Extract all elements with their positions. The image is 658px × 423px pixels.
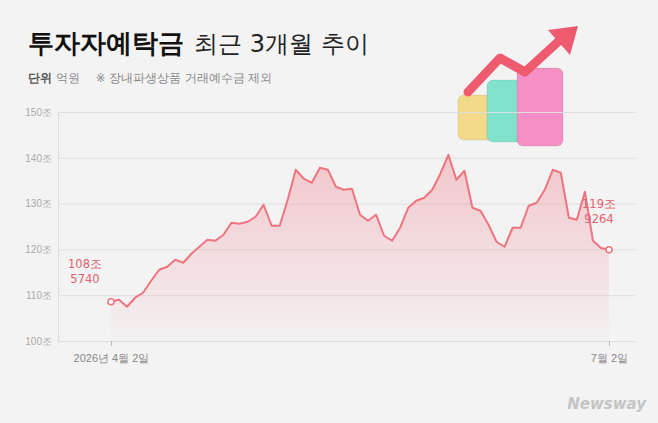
tick-label: 120조 [25, 244, 52, 255]
annotation: 5740 [70, 272, 99, 286]
area [111, 155, 609, 341]
line [111, 155, 609, 307]
chart: 투자자예탁금 최근 3개월 추이단위 억원 ※ 장내파생상품 거래예수금 제외 100… [0, 0, 658, 423]
decor-bar [517, 68, 563, 146]
annotation: 9264 [584, 212, 613, 226]
tick-label: 100조 [25, 336, 52, 347]
subtitle: 최근 3개월 추이 [194, 30, 369, 58]
end-marker [108, 299, 114, 305]
source: Newsway [567, 395, 647, 413]
tick-label: 130조 [25, 198, 52, 209]
annotation: 108조 [68, 257, 102, 271]
tick-label: 110조 [26, 290, 52, 301]
y-axis-line [59, 113, 636, 342]
tick-label: 7월 2일 [591, 352, 628, 364]
x-axis: 2026년 4월 2일 7월 2일 [74, 341, 629, 364]
y-axis: 100조 110조 120조 130조 140조 150조 [25, 107, 635, 347]
background [0, 0, 658, 423]
grid-line [58, 112, 635, 113]
title: 투자자예탁금 [28, 28, 184, 58]
plot-area [108, 155, 612, 341]
grid-line [58, 158, 635, 159]
end-marker [606, 247, 612, 253]
decor-icon [458, 26, 578, 146]
tick-mark [609, 341, 610, 346]
tick-label: 150조 [25, 107, 52, 118]
x-axis-line [112, 342, 610, 347]
tick-label: 140조 [25, 153, 52, 164]
note: ※ 장내파생상품 거래예수금 제외 [96, 71, 273, 85]
tick-mark [111, 341, 112, 346]
note: 단위 억원 [28, 71, 80, 85]
annotation: 119조 [582, 197, 616, 211]
tick-label: 2026년 4월 2일 [74, 352, 150, 364]
decor-arrowhead [548, 26, 578, 55]
decor-arrow [468, 40, 560, 92]
